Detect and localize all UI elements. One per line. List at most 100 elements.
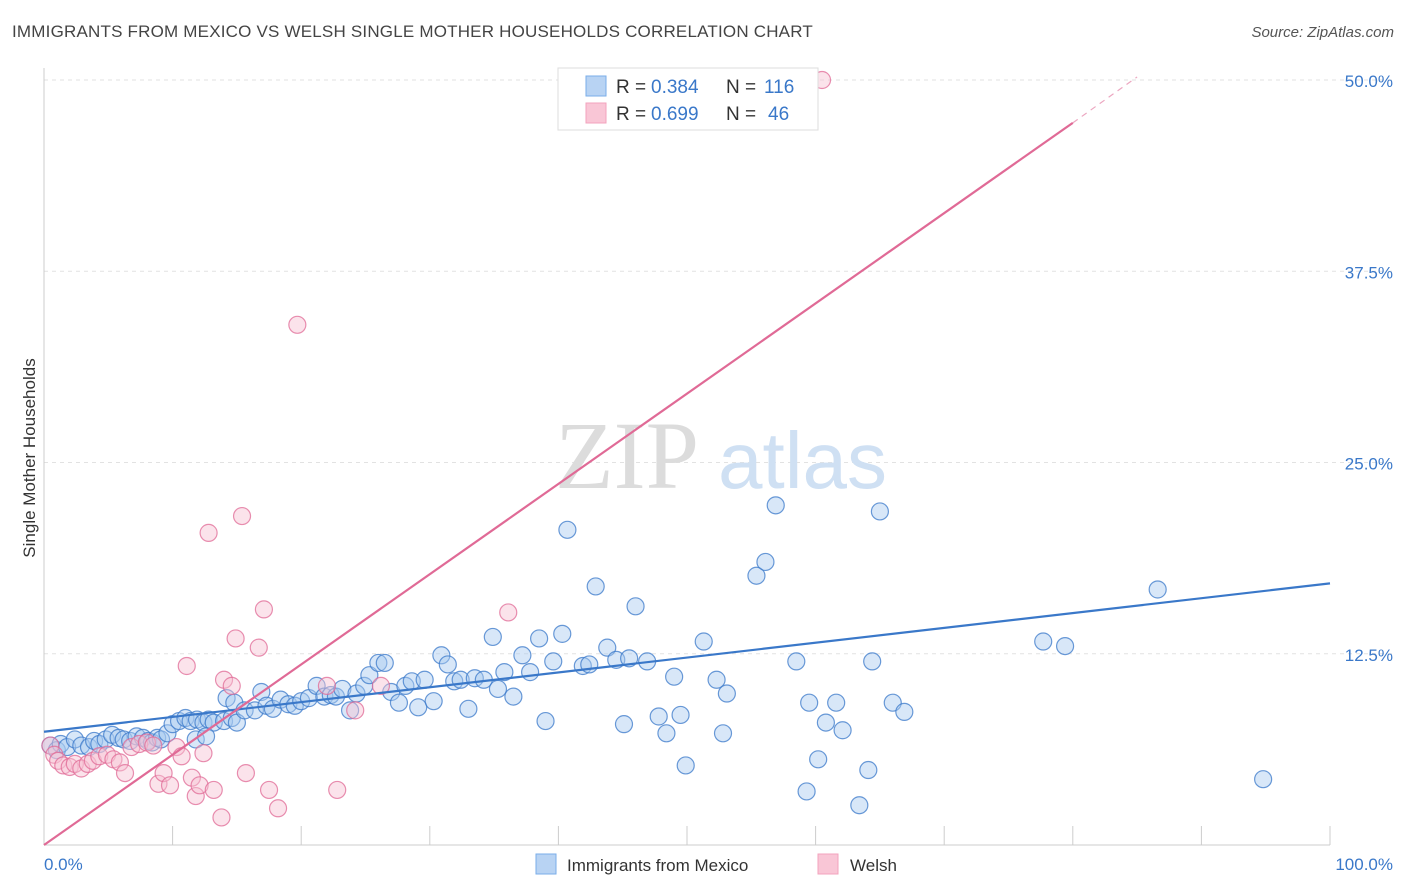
- data-point: [409, 698, 428, 717]
- data-point: [850, 796, 869, 815]
- data-point: [268, 799, 288, 818]
- data-point: [833, 721, 852, 740]
- data-point: [665, 667, 684, 686]
- data-point: [800, 693, 819, 712]
- data-point: [1034, 632, 1053, 651]
- data-point: [90, 747, 109, 766]
- data-point: [657, 724, 676, 743]
- tick-labels: 12.5% 25.0% 37.5% 50.0% 0.0% 100.0%: [44, 72, 1393, 874]
- data-point: [558, 520, 577, 539]
- data-point: [649, 707, 668, 726]
- data-point: [870, 502, 890, 521]
- data-point: [212, 808, 231, 827]
- data-point: [553, 624, 572, 643]
- data-point: [130, 734, 149, 754]
- data-point: [144, 736, 163, 755]
- legend-swatch-mexico: [585, 75, 607, 97]
- axes: [43, 68, 1331, 846]
- data-point: [389, 693, 409, 712]
- data-point: [816, 713, 835, 732]
- data-point: [110, 753, 129, 772]
- data-point: [895, 702, 914, 721]
- data-point: [375, 653, 394, 673]
- data-point: [65, 754, 84, 774]
- chart-title: IMMIGRANTS FROM MEXICO VS WELSH SINGLE M…: [12, 22, 813, 41]
- data-point: [717, 684, 736, 703]
- data-point: [598, 638, 617, 657]
- data-point: [859, 760, 878, 780]
- data-point: [797, 782, 816, 801]
- series-welsh-points: [41, 70, 832, 827]
- data-point: [199, 523, 218, 542]
- data-point: [766, 496, 785, 515]
- data-point: [438, 655, 457, 674]
- bottom-legend: Immigrants from Mexico Welsh: [535, 853, 897, 875]
- bottom-legend-swatch-welsh: [817, 853, 839, 875]
- bottom-legend-swatch-mexico: [535, 853, 557, 875]
- data-point: [586, 577, 605, 596]
- data-point: [504, 687, 523, 706]
- data-point: [346, 701, 365, 720]
- y-tick-label: 50.0%: [1345, 72, 1393, 91]
- data-point: [259, 780, 279, 800]
- source-label: Source: ZipAtlas.com: [1251, 24, 1394, 41]
- data-point: [317, 676, 337, 695]
- data-point: [513, 646, 532, 665]
- data-point: [115, 763, 135, 783]
- data-point: [483, 627, 502, 647]
- data-point: [236, 763, 256, 783]
- data-point: [149, 774, 168, 793]
- data-point: [432, 646, 451, 665]
- data-point: [671, 705, 690, 725]
- data-point: [459, 699, 478, 718]
- watermark-atlas: atlas: [718, 416, 887, 505]
- data-point: [756, 552, 775, 572]
- data-point: [172, 747, 191, 766]
- legend-r-welsh: 0.699: [651, 104, 699, 125]
- watermark-zip: ZIP: [555, 402, 699, 509]
- legend-swatch-welsh: [585, 102, 607, 124]
- data-point: [1148, 580, 1167, 599]
- data-point: [530, 629, 549, 648]
- data-point: [160, 776, 180, 795]
- legend: R = 0.384 N = 116 R = 0.699 N = 46: [557, 67, 819, 131]
- data-point: [158, 724, 177, 743]
- data-point: [694, 632, 713, 651]
- legend-r-label-mexico: R =: [616, 77, 646, 98]
- trend-lines: [43, 76, 1331, 846]
- data-point: [54, 756, 73, 775]
- data-point: [536, 711, 555, 731]
- legend-r-mexico: 0.384: [651, 77, 699, 98]
- bottom-legend-label-mexico: Immigrants from Mexico: [567, 856, 748, 875]
- data-point: [177, 656, 196, 676]
- data-point: [676, 756, 695, 775]
- x-tick-label: 0.0%: [44, 855, 83, 874]
- data-point: [1254, 770, 1273, 789]
- data-point: [614, 715, 634, 734]
- data-point: [495, 663, 514, 682]
- legend-n-mexico: 116: [764, 77, 794, 98]
- data-point: [176, 708, 195, 728]
- legend-n-label-mexico: N =: [726, 77, 756, 98]
- trend-line-welsh-extension: [1072, 76, 1138, 124]
- data-point: [288, 315, 307, 334]
- data-point: [1055, 636, 1075, 656]
- data-point: [747, 566, 766, 585]
- trend-line-welsh: [43, 121, 1074, 846]
- grid-lines: [44, 79, 1394, 655]
- data-point: [620, 649, 639, 668]
- data-point: [226, 629, 245, 648]
- data-point: [360, 666, 379, 685]
- data-point: [707, 670, 726, 689]
- data-point: [194, 744, 213, 763]
- legend-n-label-welsh: N =: [726, 104, 756, 125]
- data-point: [204, 780, 223, 800]
- series-mexico-points: [41, 496, 1273, 815]
- data-point: [60, 757, 79, 777]
- data-point: [809, 750, 828, 769]
- data-point: [249, 638, 268, 657]
- data-point: [863, 652, 882, 671]
- trend-line-mexico: [43, 582, 1331, 733]
- bottom-legend-label-welsh: Welsh: [850, 856, 897, 875]
